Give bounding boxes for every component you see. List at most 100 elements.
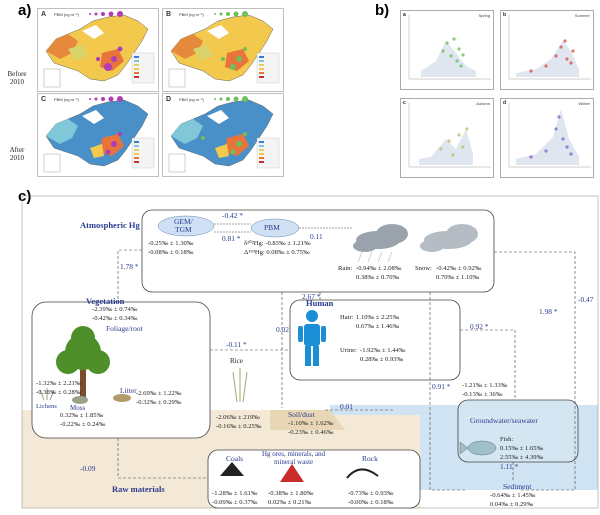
ts-legend: Summer bbox=[574, 13, 590, 18]
flux-atm-sed: 1.98 * bbox=[539, 307, 558, 316]
flux-atm-soil: 0.91 * bbox=[432, 382, 451, 391]
ts-letter: b bbox=[503, 12, 507, 18]
flux-human-water: 0.92 * bbox=[470, 322, 489, 331]
moss-label: Moss bbox=[70, 404, 86, 412]
ts-graphic bbox=[508, 103, 591, 168]
map-letter: B bbox=[166, 11, 172, 18]
china-map-graphic bbox=[168, 96, 280, 173]
water-val-1: -1.21‰ ± 1.33‰ bbox=[462, 382, 508, 389]
row-label-before: Before 2010 bbox=[7, 70, 27, 86]
hair-val-2: 0.67‰ ± 1.46‰ bbox=[356, 323, 400, 330]
pbm-val-2: Δ¹⁹⁹Hg: 0.08‰ ± 0.75‰ bbox=[244, 249, 310, 256]
groundwater-label: Groundwater/seawater bbox=[470, 416, 538, 425]
pbm-val-1: δ²⁰²Hg: -0.83‰ ± 1.21‰ bbox=[244, 240, 311, 247]
soil-val-2: -0.23‰ ± 0.46‰ bbox=[288, 429, 334, 436]
rock-label: Rock bbox=[362, 454, 378, 463]
flux-atm-human-b: 0.02 bbox=[276, 325, 289, 334]
flux-veg-raw: -0.09 bbox=[80, 464, 96, 473]
rain-val-2: 0.38‰ ± 0.70‰ bbox=[356, 274, 400, 281]
flux-pbm-rain: 0.11 bbox=[310, 232, 323, 241]
gem-val-1: -0.25‰ ± 1.30‰ bbox=[148, 240, 194, 247]
panel-c-label: c) bbox=[18, 188, 32, 205]
flux-gem-pbm-mid: 0.81 * bbox=[222, 234, 241, 243]
china-map-graphic bbox=[168, 11, 280, 88]
flux-atm-right: -0.47 bbox=[578, 295, 594, 304]
atmospheric-title: Atmospheric Hg bbox=[80, 220, 140, 230]
flux-atm-veg: 1.78 * bbox=[120, 262, 139, 271]
gem-label: GEM/ TGM bbox=[174, 217, 193, 234]
litter-val-1: -2.69‰ ± 1.22‰ bbox=[136, 390, 182, 397]
flux-gem-pbm-top: -0.42 * bbox=[222, 211, 243, 220]
flux-soil-water: 0.01 bbox=[340, 402, 353, 411]
moss-val-2: -0.22‰ ± 0.24‰ bbox=[60, 421, 106, 428]
row-label-after: After 2010 bbox=[9, 146, 25, 162]
urine-val-2: 0.28‰ ± 0.93‰ bbox=[360, 356, 404, 363]
pbm-label: PBM bbox=[264, 223, 280, 232]
soil-label: Soil/dust bbox=[288, 410, 315, 419]
ts-plot-summer: b Summer bbox=[500, 10, 594, 90]
sediment-val-2: 0.04‰ ± 0.29‰ bbox=[490, 501, 534, 508]
sediment-label: Sediment bbox=[503, 482, 532, 491]
snow-label: Snow: bbox=[415, 265, 432, 272]
ores-val-2: 0.02‰ ± 0.21‰ bbox=[268, 499, 312, 506]
hair-val-1: 1.10‰ ± 2.25‰ bbox=[356, 314, 400, 321]
map-legend-title: PBM (ng m⁻³) bbox=[179, 12, 204, 17]
ts-legend: Autumn bbox=[476, 101, 490, 106]
fish-val-1: 0.15‰ ± 1.65‰ bbox=[500, 445, 544, 452]
panel-a-label: a) bbox=[18, 2, 32, 19]
ts-graphic bbox=[408, 15, 491, 80]
ores-label: Hg ores, minerals, and mineral waste bbox=[262, 450, 326, 466]
ts-legend: Spring bbox=[478, 13, 490, 18]
ts-letter: a bbox=[403, 12, 406, 18]
map-legend-title: PBM (ng m⁻³) bbox=[54, 97, 79, 102]
human-box bbox=[289, 299, 461, 381]
lichens-label: Lichens bbox=[36, 403, 57, 410]
vegetation-title: Vegetation bbox=[86, 296, 125, 306]
flux-fish-sed: 1.11 * bbox=[500, 462, 519, 471]
veg-val-2: -0.42‰ ± 0.34‰ bbox=[92, 315, 138, 322]
rice-label: Rice bbox=[230, 357, 243, 365]
urine-label: Urine: bbox=[340, 347, 357, 354]
sediment-val-1: -0.64‰ ± 1.45‰ bbox=[490, 492, 536, 499]
flux-atm-human-a: 2.67 * bbox=[302, 292, 321, 301]
ts-legend: Winter bbox=[578, 101, 590, 106]
raw-materials-box bbox=[207, 449, 421, 509]
china-map-graphic bbox=[43, 96, 155, 173]
litter-val-2: -0.32‰ ± 0.29‰ bbox=[136, 399, 182, 406]
rain-val-1: -0.94‰ ± 2.08‰ bbox=[356, 265, 402, 272]
coals-label: Coals bbox=[226, 454, 244, 463]
map-legend-title: PBM (ng m⁻³) bbox=[54, 12, 79, 17]
map-letter: A bbox=[41, 11, 47, 18]
lichens-val-2: -0.38‰ ± 0.28‰ bbox=[36, 389, 82, 396]
fish-label: Fish: bbox=[500, 436, 514, 443]
urine-val-1: -1.92‰ ± 1.44‰ bbox=[360, 347, 406, 354]
ts-plot-spring: a Spring bbox=[400, 10, 494, 90]
map-C: C PBM (ng m⁻³) bbox=[37, 93, 159, 177]
rock-val-1: -0.73‰ ± 0.93‰ bbox=[348, 490, 394, 497]
map-D: D PBM (ng m⁻³) bbox=[162, 93, 284, 177]
raw-title: Raw materials bbox=[112, 484, 165, 494]
rock-val-2: -0.00‰ ± 0.18‰ bbox=[348, 499, 394, 506]
rice-val-2: -0.16‰ ± 0.25‰ bbox=[216, 423, 262, 430]
ts-plot-winter: d Winter bbox=[500, 98, 594, 178]
map-letter: D bbox=[166, 96, 172, 103]
panel-b-label: b) bbox=[375, 2, 390, 19]
map-A: A PBM (ng m⁻³) bbox=[37, 8, 159, 92]
china-map-graphic bbox=[43, 11, 155, 88]
coals-val-2: -0.09‰ ± 0.37‰ bbox=[212, 499, 258, 506]
soil-val-1: -1.10‰ ± 1.62‰ bbox=[288, 420, 334, 427]
fish-val-2: 2.55‰ ± 4.39‰ bbox=[500, 454, 544, 461]
veg-val-1: -2.39‰ ± 0.74‰ bbox=[92, 306, 138, 313]
ts-graphic bbox=[408, 103, 491, 168]
ts-letter: c bbox=[403, 100, 406, 106]
flux-veg-human: -0.11 * bbox=[226, 340, 247, 349]
ts-letter: d bbox=[503, 100, 507, 106]
coals-val-1: -1.28‰ ± 1.61‰ bbox=[212, 490, 258, 497]
snow-val-1: -0.42‰ ± 0.92‰ bbox=[436, 265, 482, 272]
lichens-val-1: -1.32‰ ± 2.21‰ bbox=[36, 380, 82, 387]
snow-val-2: 0.70‰ ± 1.10‰ bbox=[436, 274, 480, 281]
map-legend-title: PBM (ng m⁻³) bbox=[179, 97, 204, 102]
map-letter: C bbox=[41, 96, 47, 103]
map-B: B PBM (ng m⁻³) bbox=[162, 8, 284, 92]
